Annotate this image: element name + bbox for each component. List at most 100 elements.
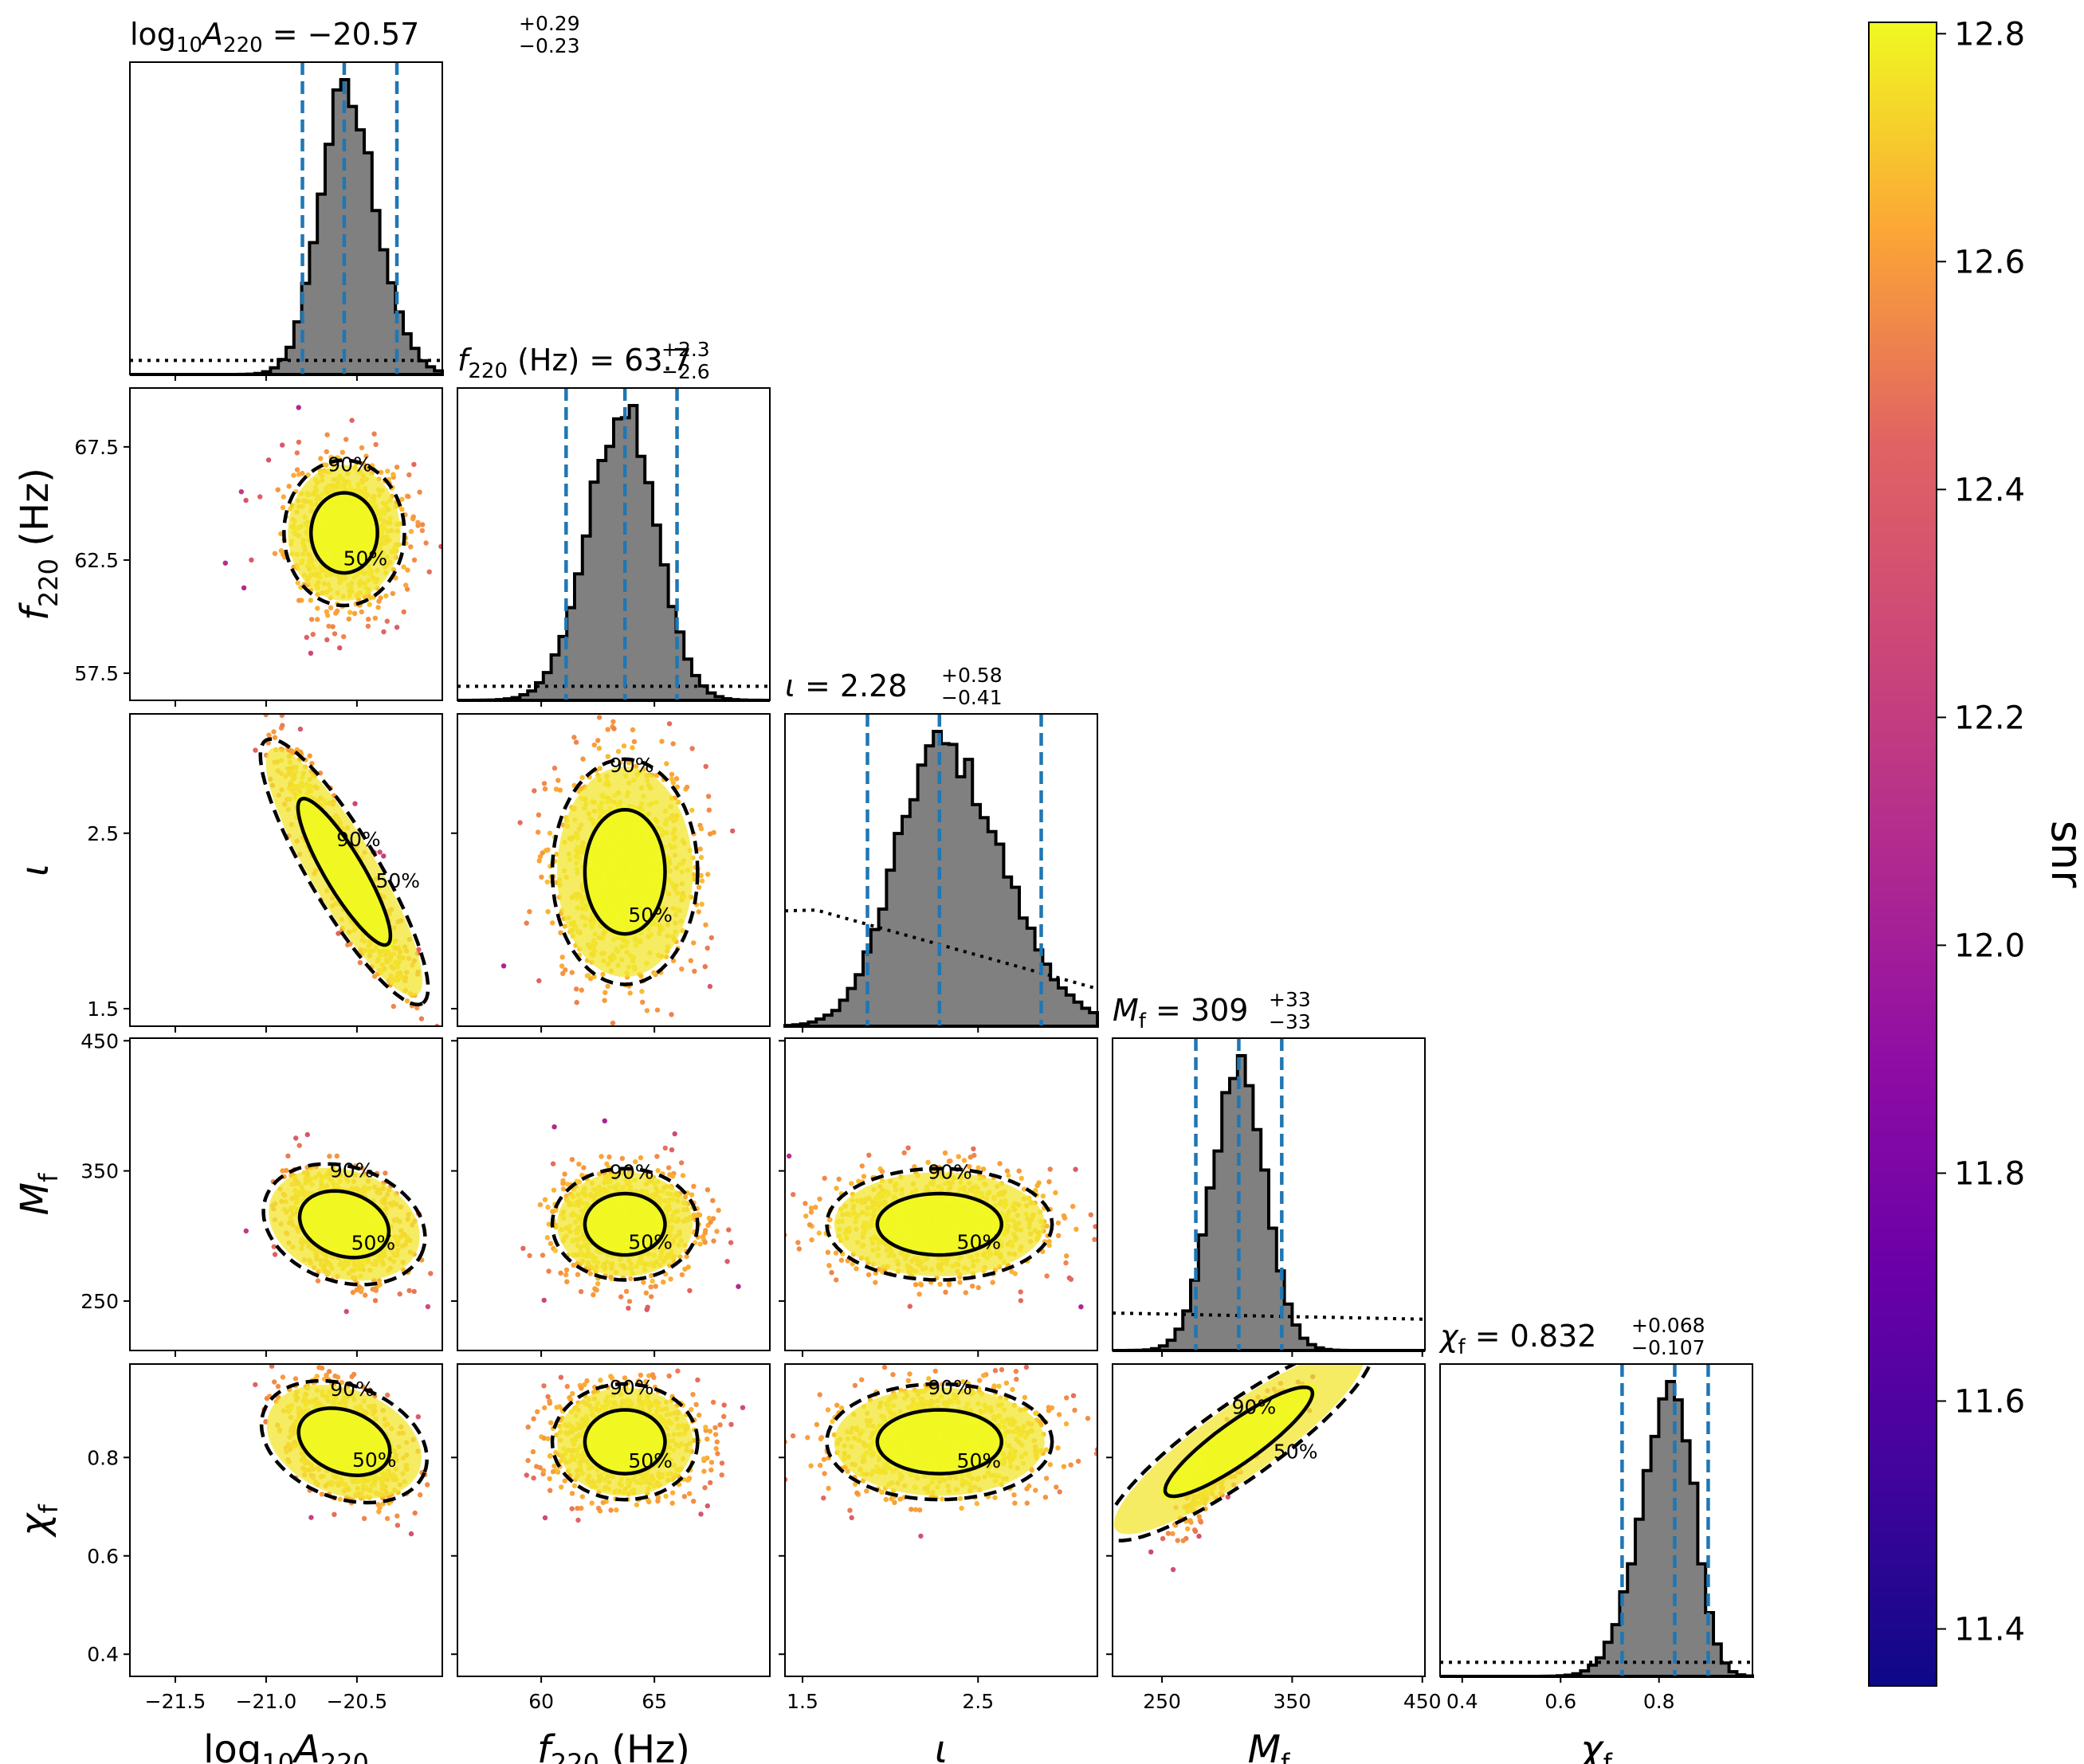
hist-panel-logA: log10A220 = −20.57 +0.29−0.23 (129, 12, 580, 381)
frame-f220 (457, 387, 771, 701)
histogram-Mf (1113, 1054, 1425, 1352)
colorbar-gradient (1868, 22, 1937, 1687)
contour-90 (825, 1382, 1054, 1502)
x-axis-label-logA: log10A220 (203, 1727, 369, 1764)
colorbar-label: snr (2042, 821, 2084, 888)
frame (129, 1037, 443, 1351)
contour-90 (259, 1378, 430, 1505)
y-tick-label-f220: 62.5 (74, 549, 119, 572)
colorbar-tick-label: 12.4 (1954, 472, 2025, 508)
contour-90 (1113, 1364, 1372, 1543)
density-core (582, 1191, 668, 1257)
y-tick-label-chif: 0.6 (87, 1545, 119, 1568)
title-f220: f220 (Hz) = 63.7 (457, 343, 692, 383)
y-tick-label-f220: 67.5 (74, 436, 119, 459)
scatter-points: 50% 90% (520, 1118, 741, 1312)
contour-90 (282, 458, 406, 608)
y-tick-label-Mf: 350 (80, 1160, 119, 1183)
frame-Mf (1112, 1037, 1426, 1351)
hist-panel-f220: f220 (Hz) = 63.7+2.3−2.6 (457, 338, 771, 707)
contour-label-90: 90% (610, 1161, 654, 1184)
scatter-points: 50% 90% (500, 715, 736, 1026)
frame (457, 1037, 771, 1351)
title-minus-f220: −2.6 (661, 360, 710, 383)
density-core (295, 794, 394, 950)
y-tick-label-chif: 0.4 (87, 1643, 119, 1666)
colorbar-tick-label: 12.6 (1954, 244, 2025, 280)
title-iota: ι = 2.28 (785, 668, 907, 704)
colorbar-tick-label: 11.8 (1954, 1155, 2025, 1192)
density-core (308, 490, 380, 576)
scatter-points: 50% 90% (524, 1368, 746, 1523)
contour-label-50: 50% (351, 1232, 396, 1255)
y-axis-label-chif: χf (13, 1503, 64, 1538)
x-tick-label-chif: 0.8 (1643, 1690, 1675, 1713)
contour-50 (583, 1191, 667, 1257)
density-core (873, 1191, 1006, 1257)
contour-label-50: 50% (628, 904, 673, 927)
contour-50 (875, 1191, 1004, 1257)
contour-50 (296, 1406, 392, 1477)
scatter-panel-chif-vs-logA: 50% 90% (124, 1363, 443, 1683)
contour-label-50: 50% (352, 1448, 397, 1472)
hist-panel-Mf: Mf = 309 +33−33 (1112, 988, 1426, 1357)
histogram-f220 (457, 404, 770, 702)
contour-50 (297, 1189, 391, 1260)
contour-label-90: 90% (610, 754, 654, 777)
title-plus-chif: +0.068 (1631, 1314, 1705, 1337)
contour-label-90: 90% (1232, 1395, 1277, 1418)
title-logA: log10A220 = −20.57 (130, 17, 419, 57)
contour-label-90: 90% (336, 828, 381, 851)
y-tick-label-f220: 57.5 (74, 662, 119, 685)
contour-label-90: 90% (328, 453, 372, 476)
contour-90 (550, 1166, 700, 1282)
scatter-points: 50% 90% (253, 1364, 430, 1537)
x-axis-label-f220: f220 (Hz) (537, 1727, 690, 1764)
scatter-points: 50% 90% (253, 714, 440, 1026)
contour-50 (583, 1408, 667, 1476)
histogram-chif (1440, 1380, 1754, 1678)
scatter-panel-chif-vs-iota: 50% 90% (779, 1363, 1098, 1683)
density-core (1160, 1384, 1317, 1499)
frame-chif (1439, 1363, 1753, 1677)
x-tick-label-iota: 1.5 (787, 1690, 818, 1713)
contour-90 (261, 1162, 427, 1287)
colorbar-tick-label: 12.0 (1954, 927, 2025, 964)
hist-panel-iota: ι = 2.28 +0.58−0.41 (783, 664, 1099, 1033)
contour-label-90: 90% (928, 1161, 972, 1184)
contour-50 (1163, 1385, 1315, 1499)
scatter-panel-f220-vs-logA: 50% 90% (124, 387, 443, 707)
contour-label-50: 50% (628, 1231, 673, 1254)
contour-label-90: 90% (928, 1376, 972, 1399)
x-tick-label-Mf: 250 (1143, 1690, 1181, 1713)
prior-iota (784, 908, 1098, 990)
x-tick-label-logA: −21.0 (236, 1690, 297, 1713)
contour-50 (875, 1408, 1004, 1476)
frame (129, 1363, 443, 1677)
colorbar-tick-label: 11.4 (1954, 1611, 2025, 1648)
title-minus-iota: −0.41 (941, 686, 1003, 709)
frame (1112, 1363, 1426, 1677)
x-axis-label-chif: χf (1578, 1727, 1612, 1764)
x-tick-label-Mf: 350 (1274, 1690, 1312, 1713)
scatter-panel-Mf-vs-logA: 50% 90% (124, 1037, 443, 1357)
x-tick-label-chif: 0.4 (1446, 1690, 1478, 1713)
title-plus-f220: +2.3 (661, 338, 710, 361)
frame (457, 713, 771, 1027)
contour-90 (550, 1382, 700, 1502)
contour-label-50: 50% (628, 1449, 673, 1472)
contour-50 (583, 807, 667, 936)
x-tick-label-f220: 65 (642, 1690, 667, 1713)
frame (784, 1363, 1098, 1677)
x-tick-label-f220: 60 (528, 1690, 554, 1713)
frame (457, 1363, 771, 1677)
colorbar-tick-label: 11.6 (1954, 1383, 2025, 1420)
density-core (582, 806, 668, 938)
contour-label-50: 50% (343, 547, 388, 570)
contour-label-50: 50% (957, 1231, 1002, 1254)
x-tick-label-chif: 0.6 (1544, 1690, 1576, 1713)
scatter-panel-Mf-vs-iota: 50% 90% (779, 1037, 1098, 1357)
contour-90 (258, 737, 430, 1007)
density-core (296, 1189, 392, 1260)
contour-label-90: 90% (330, 1158, 375, 1182)
